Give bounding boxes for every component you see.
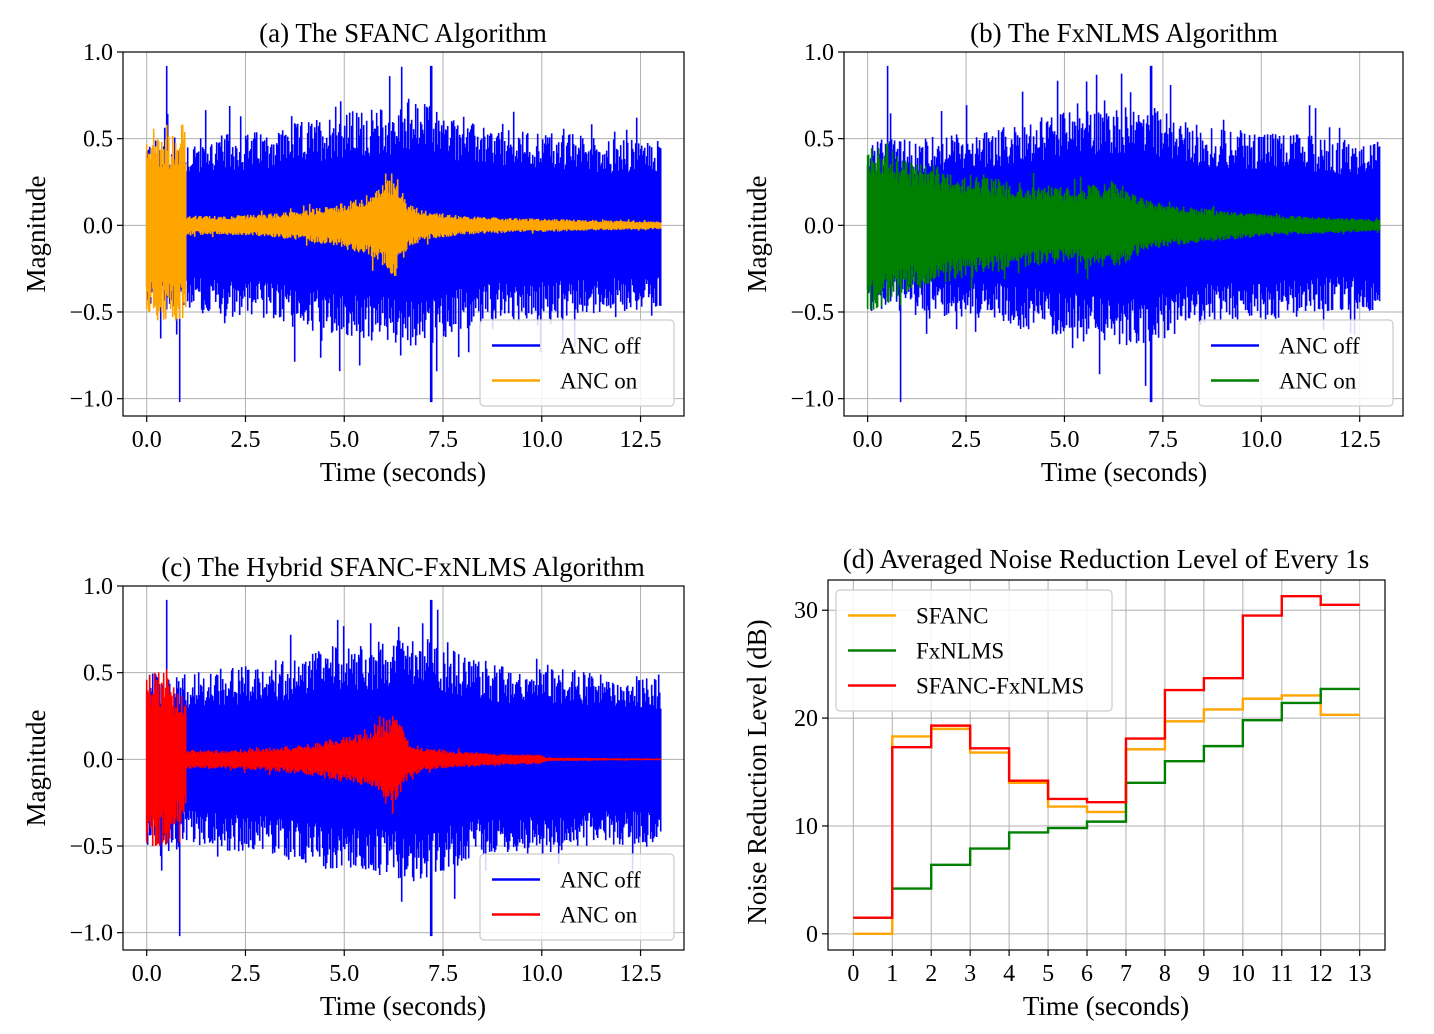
x-tick-label: 9: [1198, 961, 1210, 987]
x-tick-label: 12.5: [620, 961, 662, 987]
panel-d-ylabel: Noise Reduction Level (dB): [742, 619, 772, 924]
y-tick-label: −1.0: [69, 387, 113, 413]
series-anc-on: [866, 142, 1381, 310]
x-tick-label: 10.0: [521, 427, 563, 453]
x-tick-label: 2: [925, 961, 937, 987]
x-tick-label: 12: [1309, 961, 1333, 987]
y-tick-label: 1.0: [804, 40, 834, 66]
x-tick-label: 5.0: [1049, 427, 1079, 453]
legend-label: ANC on: [560, 369, 638, 394]
legend: ANC off ANC on: [479, 319, 675, 407]
series-anc-on: [145, 669, 662, 847]
x-tick-label: 7: [1120, 961, 1132, 987]
y-tick-label: 0: [806, 922, 818, 948]
legend: SFANC FxNLMS SFANC-FxNLMS: [835, 589, 1113, 712]
y-tick-label: −0.5: [69, 300, 113, 326]
x-tick-label: 2.5: [230, 961, 260, 987]
x-tick-label: 7.5: [428, 427, 458, 453]
y-tick-label: 0.0: [83, 213, 113, 239]
panel-d-noise-reduction: (d) Averaged Noise Reduction Level of Ev…: [742, 544, 1386, 1021]
x-tick-label: 5: [1042, 961, 1054, 987]
series-fxnlms: [853, 687, 1360, 919]
y-tick-label: −0.5: [69, 834, 113, 860]
x-tick-label: 11: [1270, 961, 1293, 987]
x-tick-label: 0: [847, 961, 859, 987]
legend-box: [479, 853, 675, 941]
ticks: 0.0 2.5 5.0 7.5 10.0 12.5 1.0 0.5 0.0 −0.5 −1.0: [790, 40, 1380, 453]
ticks: 0.0 2.5 5.0 7.5 10.0 12.5 1.0 0.5 0.0 −0.5 −1.0: [69, 40, 661, 453]
ticks: 0.0 2.5 5.0 7.5 10.0 12.5 1.0 0.5 0.0 −0.5 −1.0: [69, 574, 661, 987]
axes-frame: [122, 585, 685, 951]
panel-b-fxnlms: (b) The FxNLMS Algorithm Time (seconds) …: [742, 18, 1404, 487]
legend: ANC off ANC on: [479, 853, 675, 941]
legend-label: FxNLMS: [916, 639, 1004, 664]
legend-label: ANC on: [1279, 369, 1357, 394]
legend-box: [479, 319, 675, 407]
legend-label: ANC off: [560, 334, 641, 359]
series-sfanc-fxnlms: [853, 594, 1360, 919]
y-tick-label: 0.5: [83, 127, 113, 153]
panel-d-xlabel: Time (seconds): [1023, 991, 1189, 1021]
x-tick-label: 3: [964, 961, 976, 987]
x-tick-label: 10: [1231, 961, 1255, 987]
x-tick-label: 0.0: [853, 427, 883, 453]
legend-box: [835, 589, 1113, 712]
y-tick-label: 0.0: [804, 213, 834, 239]
panel-c-ylabel: Magnitude: [21, 709, 51, 826]
legend: ANC off ANC on: [1198, 319, 1394, 407]
x-tick-label: 5.0: [329, 961, 359, 987]
panel-d-title: (d) Averaged Noise Reduction Level of Ev…: [843, 544, 1370, 574]
panel-c-title: (c) The Hybrid SFANC-FxNLMS Algorithm: [161, 552, 645, 582]
x-tick-label: 12.5: [620, 427, 662, 453]
panel-a-sfanc: (a) The SFANC Algorithm Time (seconds) M…: [21, 18, 685, 487]
panel-a-ylabel: Magnitude: [21, 175, 51, 292]
panel-b-xlabel: Time (seconds): [1041, 457, 1207, 487]
panel-a-title: (a) The SFANC Algorithm: [259, 18, 547, 48]
panel-c-xlabel: Time (seconds): [320, 991, 486, 1021]
y-tick-label: 30: [794, 598, 818, 624]
x-tick-label: 0.0: [132, 961, 162, 987]
x-tick-label: 10.0: [521, 961, 563, 987]
panel-c-hybrid: (c) The Hybrid SFANC-FxNLMS Algorithm Ti…: [21, 552, 685, 1021]
legend-label: ANC on: [560, 903, 638, 928]
x-tick-label: 10.0: [1240, 427, 1282, 453]
axes-frame: [843, 51, 1404, 417]
x-tick-label: 13: [1348, 961, 1372, 987]
y-tick-label: −1.0: [69, 921, 113, 947]
y-tick-label: 10: [794, 814, 818, 840]
axes-frame: [122, 51, 685, 417]
y-tick-label: 20: [794, 706, 818, 732]
x-tick-label: 2.5: [951, 427, 981, 453]
series-sfanc: [853, 694, 1360, 936]
x-tick-label: 1: [886, 961, 898, 987]
legend-box: [1198, 319, 1394, 407]
x-tick-label: 2.5: [230, 427, 260, 453]
legend-label: SFANC-FxNLMS: [916, 674, 1084, 699]
series-anc-on: [145, 124, 662, 321]
y-tick-label: 0.0: [83, 747, 113, 773]
legend-label: SFANC: [916, 604, 988, 629]
x-tick-label: 8: [1159, 961, 1171, 987]
y-tick-label: 1.0: [83, 40, 113, 66]
y-tick-label: −1.0: [790, 387, 834, 413]
x-tick-label: 0.0: [132, 427, 162, 453]
y-tick-label: 0.5: [83, 661, 113, 687]
legend-label: ANC off: [1279, 334, 1360, 359]
legend-label: ANC off: [560, 868, 641, 893]
x-tick-label: 12.5: [1339, 427, 1381, 453]
y-tick-label: 0.5: [804, 127, 834, 153]
x-tick-label: 5.0: [329, 427, 359, 453]
panel-a-xlabel: Time (seconds): [320, 457, 486, 487]
x-tick-label: 7.5: [1148, 427, 1178, 453]
x-tick-label: 4: [1003, 961, 1015, 987]
x-tick-label: 6: [1081, 961, 1093, 987]
panel-b-title: (b) The FxNLMS Algorithm: [970, 18, 1278, 48]
x-tick-label: 7.5: [428, 961, 458, 987]
y-tick-label: 1.0: [83, 574, 113, 600]
y-tick-label: −0.5: [790, 300, 834, 326]
panel-b-ylabel: Magnitude: [742, 175, 772, 292]
axes-frame: [827, 579, 1386, 951]
